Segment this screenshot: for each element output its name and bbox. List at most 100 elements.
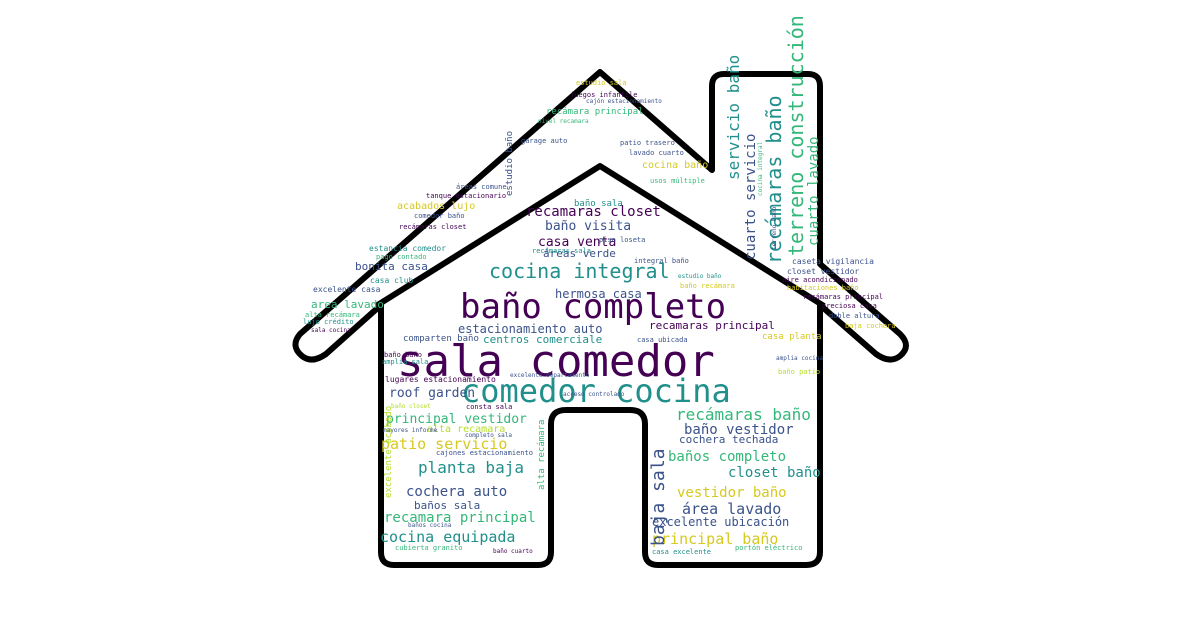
word-bano-patio: baño patio [778,368,821,376]
word-comparten-bano: comparten baño [403,334,479,344]
word-cuarto-lavado-v: baja sala [648,448,669,546]
word-bano-closet: baño closet [391,403,431,410]
word-bano-vestidor: baño vestidor [684,422,794,438]
word-excelente-departamento: excelente departamento [510,372,590,379]
word-consta-sala: consta sala [466,403,513,411]
word-hermosa-casa: hermosa casa [555,287,642,301]
word-recamaras-bano-v: terreno construcción [784,15,808,256]
word-estudio-sala: estudio sala [576,79,627,87]
word-estancia-comedor: estancia comedor [369,244,447,253]
word-juegos-infantile: juegos infantile [570,91,638,99]
word-cajones-estacionamiento: cajones estacionamiento [436,449,533,457]
word-habitaciones-bano: habitaciones baño [787,284,859,292]
word-nivel-recamara: nivel recamara [538,118,589,125]
word-bano-completo: baño completo [460,287,727,327]
word-cajon-estacionamiento: cajón estacionamiento [586,98,662,105]
word-servicio-bano: cuarto servicio [743,133,759,260]
word-bonita-casa: bonita casa [355,260,428,273]
word-sala-comedor: sala comedor [397,336,715,387]
word-comedor-bano: comedor baño [414,212,465,220]
word-cubierta-granito: cubierta granito [395,544,463,552]
word-area-lavado-2: area lavado [311,298,384,311]
word-recamaras-bano: recámaras baño [676,405,811,424]
word-caseta-vigilancia: caseta vigilancia [792,257,874,266]
word-recamaras-sala: recámaras sala [532,247,592,255]
word-planta-baja: planta baja [418,458,524,477]
word-banos-sala: baños sala [414,499,481,512]
word-pago-contado: pago contado [376,253,427,261]
word-casa-ubicada: casa ubicada [637,336,688,344]
word-recamaras-closet-2: recámaras closet [399,223,467,231]
word-casa-club: casa club [370,276,414,285]
word-excelente-ubicacion: excelente ubicación [652,515,790,529]
word-recamara-principal-2: recámara principal [546,107,644,117]
word-doble-altura: doble altura [829,312,880,320]
word-preciosa-casa: preciosa casa [822,302,877,310]
word-alta-recamara-v: excelente acabado [384,405,394,498]
word-cochera-auto: cochera auto [406,484,508,500]
word-tanque-estacionario: tanque estacionario [426,192,507,200]
word-cocina-integral: cocina integral [489,259,670,283]
word-cochera-techada: cochera techada [679,433,779,446]
word-areas-comune: áreas comune [456,183,507,191]
word-closet-bano: closet baño [728,465,821,481]
word-casa-excelente: casa excelente [652,548,712,556]
word-alta-recamara-2: alta recámara [305,311,360,319]
word-banos-completo: baños completo [668,449,787,465]
word-excelente-casa: excelente casa [313,285,381,294]
word-bano-cuarto: baño cuarto [493,548,533,555]
word-centros-comerciale: centros comerciale [483,333,603,346]
word-amplia-cocina: amplia cocina [776,355,823,362]
word-recamara-principal: recamara principal [384,510,536,526]
word-principal-bano: principal baño [652,530,779,548]
word-lavado-cuarto: lavado cuarto [629,149,684,157]
word-lugares-estacionamiento: lugares estacionamiento [385,375,496,384]
word-areas-verde: áreas verde [543,247,616,260]
word-closet-vestidor: closet vestidor [787,267,860,276]
word-planta-alta: servicio baño [724,54,743,180]
word-aire-acondicionado: aire acondicionado [782,276,858,284]
word-recamaras-principal: recamaras principal [649,319,775,332]
word-area-lavado: área lavado [682,500,782,518]
word-lujo-credito: lujo crédito [303,318,354,326]
word-amplia-sala: amplia sala [382,358,429,366]
word-mayores-informe: mayores informe [383,427,438,434]
word-recamaras-closet: recamaras closet [526,204,661,220]
word-principal-vestidor: principal vestidor [386,412,527,427]
word-casa-venta: casa venta [538,235,617,250]
word-recamaras-principal-2: recámaras principal [803,293,884,301]
word-patio-trasero: patio trasero [620,139,675,147]
word-bano-sala: baño sala [574,199,623,209]
word-comedor-cocina: comedor cocina [461,372,731,410]
word-estudio-bano-v: alta recámara [537,419,547,490]
roof-inner-line [374,163,826,309]
word-completo-sala: completo sala [465,432,512,439]
word-baja-sala-v: estudio baño [505,130,515,196]
word-banos-cocina: baños cocina [408,522,452,529]
word-acabados-lujo: acabados lujo [397,201,476,212]
word-terreno-construccion: cuarto lavado [806,136,822,246]
word-sala-cocina: sala cocina [311,327,351,334]
word-porton-electrico: portón eléctrico [735,544,803,552]
word-piso-loseta: piso loseta [599,236,646,244]
word-bano-bano: baño baño [384,351,422,359]
word-vestidor-bano: vestidor baño [677,485,787,501]
word-patio-servicio: patio servicio [381,435,508,453]
word-excelente-acabado-v: cocina integral [757,141,764,196]
word-alta-recamara: alta recamara [427,424,506,435]
word-bano-recamara: baño recámara [680,282,735,290]
word-acceso-controlado: acceso controlado [563,391,625,398]
word-bano-visita: baño visita [545,219,632,234]
word-cocina-bano: cocina baño [642,160,709,171]
word-casa-planta: casa planta [762,332,822,342]
house-shape [292,69,909,568]
word-cocina-integral-v: terreno baño [771,206,778,250]
word-integral-bano: integral baño [634,257,689,265]
word-garage-auto: garage auto [521,137,568,145]
word-usos-multiple: usos múltiple [650,177,705,185]
word-cocina-equipada: cocina equipada [380,528,516,546]
word-estudio-bano: estudio baño [678,273,722,280]
word-baja-cochera: baja cochera [845,322,896,330]
